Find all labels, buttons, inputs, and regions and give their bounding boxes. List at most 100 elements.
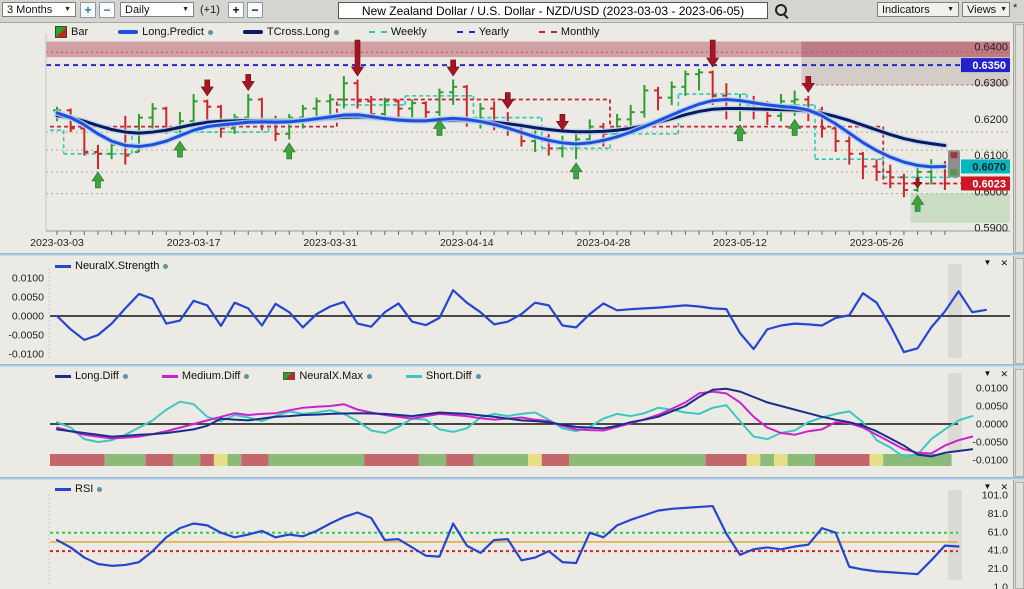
legend-label: Long.Diff <box>75 370 119 382</box>
price-chart[interactable]: 2023-03-032023-03-172023-03-312023-04-14… <box>0 22 1024 253</box>
neuralx-max-icon <box>283 372 295 380</box>
svg-text:61.0: 61.0 <box>988 526 1009 538</box>
svg-text:2023-04-14: 2023-04-14 <box>440 237 494 249</box>
legend-item-long-predict[interactable]: Long.Predict <box>118 26 217 38</box>
interval-select-value: Daily <box>125 4 149 16</box>
axis: 0.01000.00500.0000-0.0050-0.0100 <box>8 268 49 361</box>
search-icon <box>775 4 787 16</box>
svg-text:0.5900: 0.5900 <box>974 223 1008 235</box>
chevron-down-icon: ▼ <box>182 6 189 13</box>
legend-label: Short.Diff <box>426 370 472 382</box>
legend-label: Monthly <box>561 26 600 38</box>
panel-collapse-icon[interactable]: ▼ <box>984 482 992 492</box>
up-arrow-signal <box>92 172 104 188</box>
search-button[interactable] <box>774 3 790 19</box>
long-predict-line <box>57 99 945 166</box>
add-bar-button[interactable]: + <box>228 2 244 18</box>
legend-item-medium-diff[interactable]: Medium.Diff <box>162 370 253 382</box>
panel-controls: ▼ ✕ <box>975 369 1008 379</box>
panel-splitter[interactable] <box>0 364 1024 367</box>
up-arrow-signal <box>789 119 801 135</box>
legend-label: Medium.Diff <box>182 370 240 382</box>
legend-item-monthly[interactable]: Monthly <box>539 26 604 38</box>
svg-text:2023-04-28: 2023-04-28 <box>577 237 631 249</box>
legend-item-weekly[interactable]: Weekly <box>369 26 431 38</box>
info-dot-icon[interactable] <box>123 374 128 379</box>
svg-text:0.0000: 0.0000 <box>12 311 44 323</box>
medium-diff-line <box>57 392 972 454</box>
legend-item-bar[interactable]: Bar <box>55 26 92 38</box>
rsi-legend: RSI <box>55 483 132 495</box>
panel-splitter[interactable] <box>0 477 1024 480</box>
info-dot-icon[interactable] <box>97 487 102 492</box>
zoom-in-button[interactable]: + <box>80 2 96 18</box>
info-dot-icon[interactable] <box>208 30 213 35</box>
legend-item-neuralx-max[interactable]: NeuralX.Max <box>283 370 376 382</box>
current-bar-marker <box>948 264 962 358</box>
rsi-line <box>57 506 959 574</box>
scrollbar-segment[interactable] <box>1015 258 1024 364</box>
up-arrow-signal <box>283 143 295 159</box>
info-dot-icon[interactable] <box>367 374 372 379</box>
svg-text:-0.0100: -0.0100 <box>8 349 44 361</box>
info-dot-icon[interactable] <box>163 264 168 269</box>
legend-label: Long.Predict <box>142 26 204 38</box>
info-dot-icon[interactable] <box>334 30 339 35</box>
views-button[interactable]: Views ▼ <box>962 2 1010 17</box>
panel-close-icon[interactable]: ✕ <box>1000 482 1008 492</box>
monthly-line-icon <box>539 31 557 33</box>
zoom-out-button[interactable]: − <box>99 2 115 18</box>
rsi-chart[interactable]: 101.081.061.041.021.01.0 <box>0 480 1024 589</box>
legend-label: NeuralX.Max <box>299 370 363 382</box>
toolbar: 3 Months ▼ + − Daily ▼ (+1) + − New Zeal… <box>0 0 1024 23</box>
range-select[interactable]: 3 Months ▼ <box>2 2 76 17</box>
info-dot-icon[interactable] <box>244 374 249 379</box>
neuralx-strength-line-icon <box>55 265 71 268</box>
panel-collapse-icon[interactable]: ▼ <box>984 258 992 268</box>
svg-text:0.0050: 0.0050 <box>976 401 1008 413</box>
legend-label: RSI <box>75 483 93 495</box>
legend-item-long-diff[interactable]: Long.Diff <box>55 370 132 382</box>
threshold-lines <box>50 533 958 551</box>
neuralx-strength-chart[interactable]: 0.01000.00500.0000-0.0050-0.0100 <box>0 256 1024 364</box>
svg-text:0.6400: 0.6400 <box>974 42 1008 54</box>
indicators-button[interactable]: Indicators ▼ <box>877 2 959 17</box>
remove-bar-button[interactable]: − <box>247 2 263 18</box>
price-badge: 0.6070 <box>961 159 1010 173</box>
legend-item-neuralx-strength[interactable]: NeuralX.Strength <box>55 260 172 272</box>
offset-label: (+1) <box>200 4 220 16</box>
symbol-title-box[interactable]: New Zealand Dollar / U.S. Dollar - NZD/U… <box>338 2 768 19</box>
info-dot-icon[interactable] <box>476 374 481 379</box>
svg-text:0.6070: 0.6070 <box>972 161 1006 173</box>
diff-chart[interactable]: 0.01000.00500.0000-0.0050-0.0100 <box>0 367 1024 477</box>
svg-text:0.6300: 0.6300 <box>974 78 1008 90</box>
legend-item-tcross-long[interactable]: TCross.Long <box>243 26 343 38</box>
main-chart-panel: Bar Long.Predict TCross.Long Weekly Year… <box>0 22 1024 253</box>
svg-text:2023-05-12: 2023-05-12 <box>713 237 767 249</box>
scrollbar-segment[interactable] <box>1015 369 1024 477</box>
indicators-button-label: Indicators <box>882 4 930 16</box>
panel-collapse-icon[interactable]: ▼ <box>984 369 992 379</box>
svg-text:0.6200: 0.6200 <box>974 114 1008 126</box>
legend-item-yearly[interactable]: Yearly <box>457 26 513 38</box>
legend-item-short-diff[interactable]: Short.Diff <box>406 370 485 382</box>
legend-label: Bar <box>71 26 88 38</box>
scrollbar-segment[interactable] <box>1015 482 1024 589</box>
svg-text:2023-03-03: 2023-03-03 <box>30 237 84 249</box>
legend-item-rsi[interactable]: RSI <box>55 483 106 495</box>
scrollbar-segment[interactable] <box>1015 24 1024 253</box>
up-arrow-signal <box>174 141 186 157</box>
svg-text:0.0000: 0.0000 <box>976 419 1008 431</box>
down-arrow-signal <box>201 80 213 96</box>
down-arrow-signal <box>502 93 514 109</box>
panel-close-icon[interactable]: ✕ <box>1000 258 1008 268</box>
bar-series-icon <box>55 26 67 38</box>
panel-close-icon[interactable]: ✕ <box>1000 369 1008 379</box>
chevron-down-icon: ▼ <box>64 6 71 13</box>
svg-text:81.0: 81.0 <box>988 508 1009 520</box>
rsi-line-icon <box>55 488 71 491</box>
panel-splitter[interactable] <box>0 253 1024 256</box>
right-scrollbar-column[interactable] <box>1013 22 1024 589</box>
svg-text:21.0: 21.0 <box>988 563 1009 575</box>
interval-select[interactable]: Daily ▼ <box>120 2 194 17</box>
